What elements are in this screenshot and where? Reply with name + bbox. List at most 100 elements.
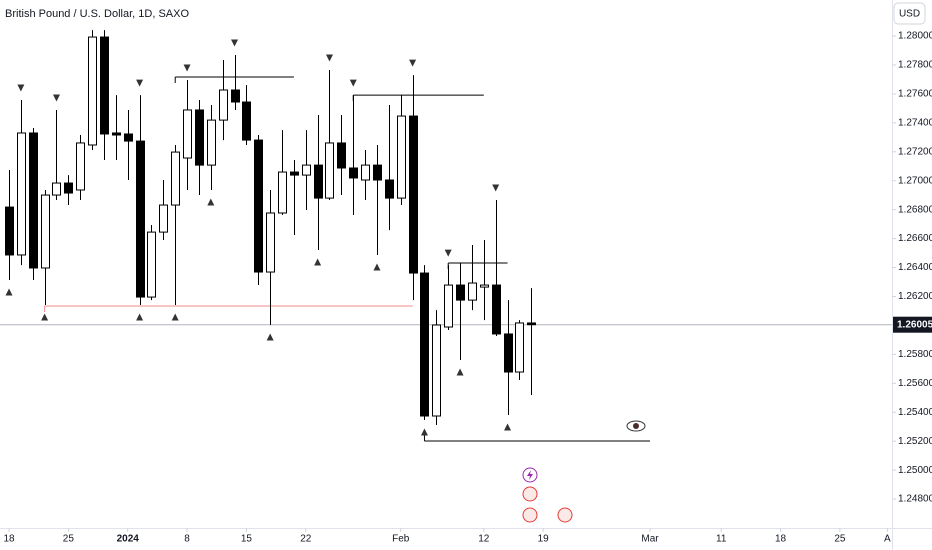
candle <box>432 310 441 425</box>
eye-icon[interactable] <box>626 420 646 432</box>
y-tick-label: 1.25400 <box>898 407 932 418</box>
last-price-box <box>893 316 932 333</box>
candle <box>456 263 465 361</box>
candle <box>444 265 453 331</box>
y-tick-label: 1.26400 <box>898 262 932 273</box>
pivot-low-marker <box>504 423 512 431</box>
candle <box>171 144 180 306</box>
candle <box>409 75 418 301</box>
x-tick-label: 12 <box>478 534 490 545</box>
candle-body <box>219 89 228 121</box>
candle <box>397 95 406 206</box>
candle-body <box>361 164 370 181</box>
candle <box>302 130 311 210</box>
candle-body <box>195 109 204 166</box>
candle <box>480 240 489 321</box>
event-icon[interactable] <box>522 507 538 523</box>
x-tick-label: A <box>884 534 891 545</box>
y-tick-label: 1.27600 <box>898 89 932 100</box>
x-tick-label: 8 <box>184 534 190 545</box>
candle-body <box>432 324 441 417</box>
x-tick-label: 18 <box>3 534 15 545</box>
candle <box>29 128 38 280</box>
candle <box>527 288 536 396</box>
candle-body <box>373 164 382 181</box>
candle <box>385 105 394 231</box>
pivot-high-marker <box>409 59 417 67</box>
candle-body <box>444 284 453 328</box>
candle <box>504 300 513 415</box>
candle <box>41 189 50 306</box>
pivot-low-marker <box>136 313 144 321</box>
candle-body <box>242 101 251 141</box>
candle-body <box>124 133 133 142</box>
candle-body <box>17 132 26 256</box>
candle <box>349 95 358 216</box>
y-tick-label: 1.25000 <box>898 465 932 476</box>
x-tick-label: 19 <box>538 534 550 545</box>
pivot-low-marker <box>420 428 428 436</box>
candle-body <box>397 115 406 199</box>
y-tick-label: 1.27800 <box>898 60 932 71</box>
candle-body <box>266 212 275 273</box>
y-tick-label: 1.27000 <box>898 175 932 186</box>
candle <box>207 105 216 190</box>
candle-body <box>64 182 73 194</box>
candle-body <box>88 36 97 146</box>
candle <box>76 135 85 200</box>
x-tick-label: Mar <box>641 534 659 545</box>
candle <box>492 199 501 336</box>
candle <box>5 170 14 280</box>
event-icon[interactable] <box>522 486 538 502</box>
y-tick-label: 1.27200 <box>898 146 932 157</box>
y-tick-label: 1.25800 <box>898 349 932 360</box>
pivot-high-marker <box>136 79 144 87</box>
candle-body <box>504 333 513 373</box>
candle-body <box>159 204 168 233</box>
pivot-low-marker <box>207 198 215 206</box>
candle <box>242 85 251 145</box>
candle-body <box>231 89 240 103</box>
candle-body <box>480 284 489 288</box>
candle-body <box>349 167 358 179</box>
candle <box>147 225 156 301</box>
y-tick-label: 1.27400 <box>898 117 932 128</box>
x-tick-label: 2024 <box>117 534 140 545</box>
candle <box>219 60 228 141</box>
candle-body <box>254 139 263 273</box>
candle-body <box>302 164 311 176</box>
x-tick-label: Feb <box>392 534 410 545</box>
last-price-label: 1.26005 <box>897 319 932 330</box>
candle <box>266 189 275 325</box>
pivot-high-marker <box>444 249 452 257</box>
x-tick-label: 25 <box>834 534 846 545</box>
candle-body <box>492 284 501 335</box>
y-tick-label: 1.24800 <box>898 494 932 505</box>
candle <box>52 109 61 200</box>
event-icon[interactable] <box>557 507 573 523</box>
candle-body <box>314 164 323 199</box>
chart-title: British Pound / U.S. Dollar, 1D, SAXO <box>5 8 189 20</box>
pivot-high-marker <box>17 84 25 92</box>
candle <box>278 130 287 216</box>
candle <box>159 180 168 241</box>
pivot-high-marker <box>325 54 333 62</box>
candle-body <box>515 322 524 373</box>
candle-body <box>136 140 145 298</box>
pivot-low-marker <box>171 313 179 321</box>
pivot-low-marker <box>314 258 322 266</box>
candle <box>254 135 263 286</box>
candle <box>361 150 370 200</box>
currency-button[interactable] <box>893 2 926 25</box>
currency-label: USD <box>899 9 920 20</box>
candle <box>17 99 26 266</box>
candle <box>337 115 346 196</box>
pivot-low-marker <box>456 368 464 376</box>
pivot-high-marker <box>52 94 60 102</box>
candle <box>373 144 382 255</box>
candle-body <box>41 194 50 269</box>
event-icons <box>522 467 573 523</box>
y-tick-label: 1.25600 <box>898 378 932 389</box>
candle <box>100 30 109 161</box>
candle-body <box>5 206 14 256</box>
